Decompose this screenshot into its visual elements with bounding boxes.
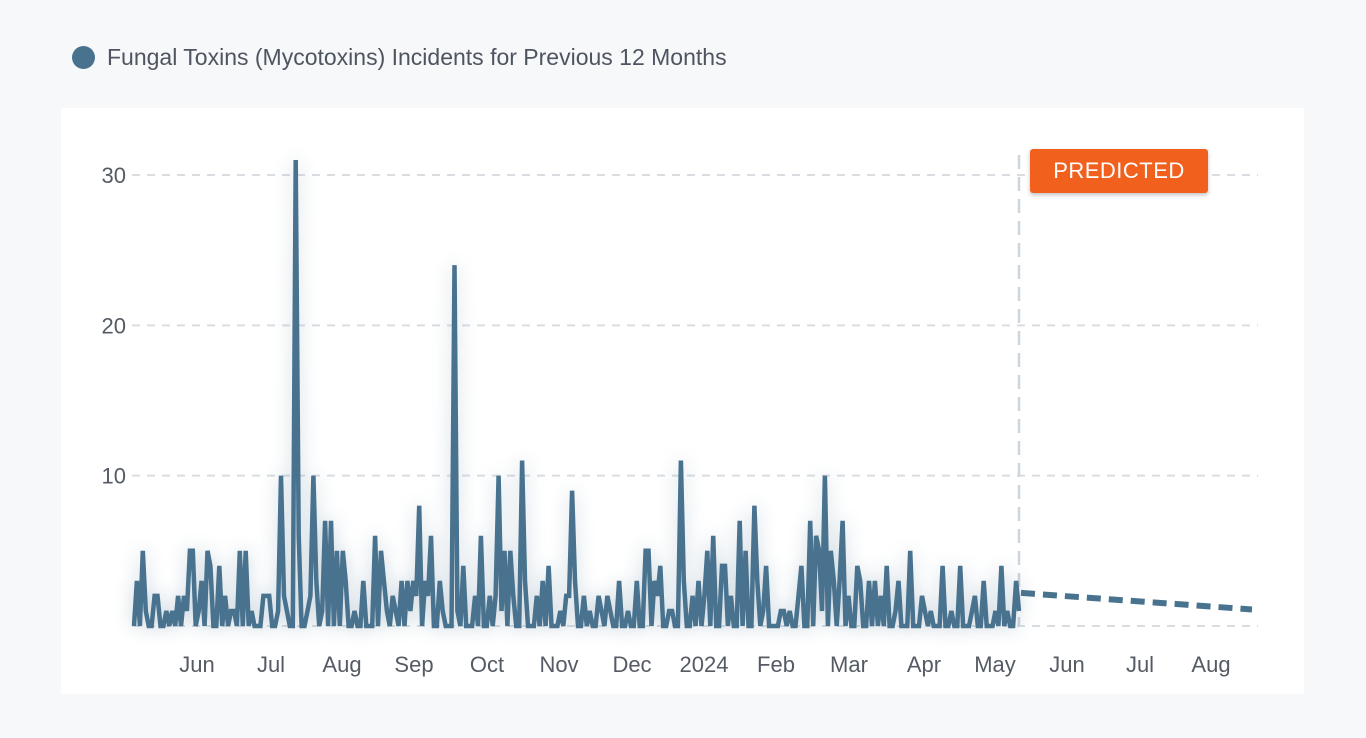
x-tick-label: 2024: [680, 652, 729, 677]
legend-dot-icon: [72, 46, 95, 69]
y-tick-label: 30: [102, 163, 126, 188]
y-axis: 10 20 30: [102, 163, 126, 489]
y-tick-label: 20: [102, 313, 126, 338]
x-tick-label: Aug: [1191, 652, 1230, 677]
x-tick-label: Jul: [257, 652, 285, 677]
incident-series-line: [131, 159, 1022, 629]
x-tick-label: Mar: [830, 652, 868, 677]
x-tick-label: Feb: [757, 652, 795, 677]
x-tick-label: May: [974, 652, 1016, 677]
legend-label: Fungal Toxins (Mycotoxins) Incidents for…: [107, 44, 727, 70]
predicted-series-line: [1020, 589, 1253, 613]
x-tick-label: Aug: [322, 652, 361, 677]
x-tick-label: Jul: [1126, 652, 1154, 677]
x-tick-label: Jun: [179, 652, 214, 677]
x-tick-label: Nov: [539, 652, 578, 677]
x-tick-label: Apr: [907, 652, 941, 677]
x-axis: Jun Jul Aug Sep Oct Nov Dec 2024 Feb Mar Apr May Jun…: [179, 652, 1230, 677]
x-tick-label: Dec: [612, 652, 651, 677]
predicted-badge: PREDICTED: [1030, 149, 1208, 193]
series-glow: [130, 159, 1023, 630]
chart-legend[interactable]: Fungal Toxins (Mycotoxins) Incidents for…: [72, 44, 727, 71]
x-tick-label: Oct: [470, 652, 504, 677]
x-tick-label: Jun: [1049, 652, 1084, 677]
x-tick-label: Sep: [394, 652, 433, 677]
y-tick-label: 10: [102, 464, 126, 489]
